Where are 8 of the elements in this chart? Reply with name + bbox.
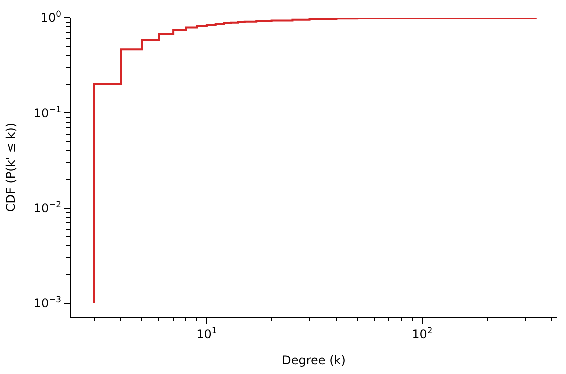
y-tick-label: 10$^{−2}$ bbox=[34, 199, 62, 216]
x-axis-title: Degree (k) bbox=[282, 353, 346, 368]
y-tick-label: 10$^{−1}$ bbox=[34, 104, 62, 120]
y-axis-title: CDF (P(k' ≤ k)) bbox=[4, 122, 18, 212]
x-tick-label: 10$^{1}$ bbox=[196, 325, 218, 342]
y-tick-label: 10$^{−3}$ bbox=[34, 294, 62, 311]
x-tick-label: 10$^{2}$ bbox=[412, 325, 433, 342]
y-tick-label: 10$^{0}$ bbox=[40, 9, 62, 26]
